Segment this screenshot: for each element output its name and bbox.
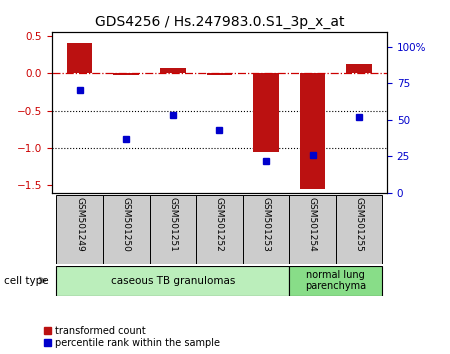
Text: caseous TB granulomas: caseous TB granulomas xyxy=(111,275,235,286)
Text: GSM501249: GSM501249 xyxy=(75,197,84,252)
FancyBboxPatch shape xyxy=(56,195,103,264)
Bar xyxy=(56,266,289,296)
Legend: transformed count, percentile rank within the sample: transformed count, percentile rank withi… xyxy=(43,325,221,349)
Bar xyxy=(113,73,139,75)
FancyBboxPatch shape xyxy=(336,195,382,264)
FancyBboxPatch shape xyxy=(149,195,196,264)
Bar xyxy=(300,73,325,189)
FancyBboxPatch shape xyxy=(243,195,289,264)
Text: cell type: cell type xyxy=(4,275,49,286)
Text: GSM501253: GSM501253 xyxy=(261,197,270,252)
Text: normal lung
parenchyma: normal lung parenchyma xyxy=(305,270,366,291)
FancyBboxPatch shape xyxy=(196,195,243,264)
Bar xyxy=(67,43,93,73)
Text: GSM501255: GSM501255 xyxy=(355,197,364,252)
Text: GSM501251: GSM501251 xyxy=(168,197,177,252)
Bar xyxy=(160,68,185,73)
Text: GSM501250: GSM501250 xyxy=(122,197,131,252)
Text: GSM501254: GSM501254 xyxy=(308,197,317,252)
Bar xyxy=(253,73,279,152)
Title: GDS4256 / Hs.247983.0.S1_3p_x_at: GDS4256 / Hs.247983.0.S1_3p_x_at xyxy=(94,16,344,29)
Bar xyxy=(346,64,372,73)
Text: GSM501252: GSM501252 xyxy=(215,197,224,252)
FancyBboxPatch shape xyxy=(103,195,149,264)
FancyBboxPatch shape xyxy=(289,195,336,264)
Bar xyxy=(207,73,232,75)
Bar xyxy=(289,266,382,296)
